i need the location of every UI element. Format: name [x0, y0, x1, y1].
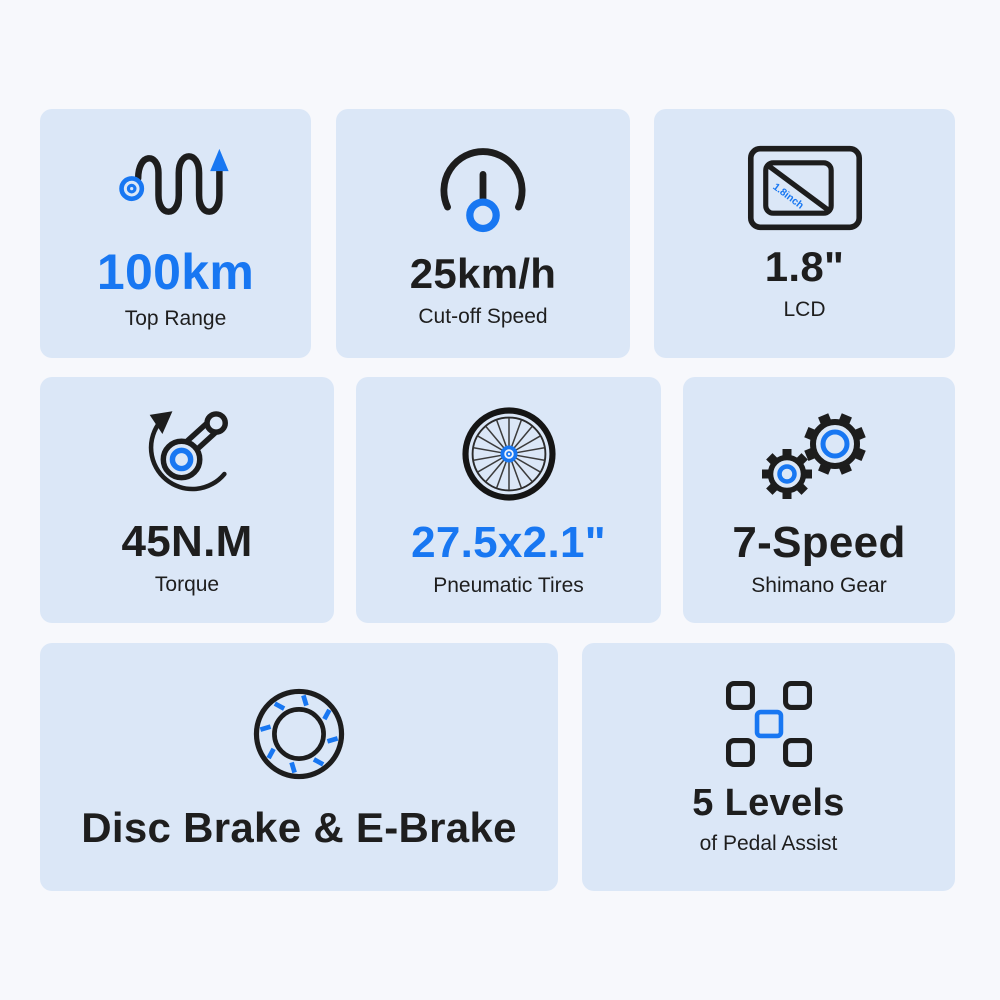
torque-crank-icon [148, 411, 228, 492]
feature-card-pedal-assist: 5 Levels of Pedal Assist [582, 643, 955, 891]
feature-value: 7-Speed [732, 517, 906, 567]
feature-card-lcd: 1.8inch 1.8" LCD [654, 109, 955, 358]
feature-value: Disc Brake & E-Brake [81, 804, 517, 852]
feature-value: 25km/h [409, 250, 557, 298]
feature-value: 45N.M [121, 516, 253, 566]
feature-card-torque: 45N.M Torque [40, 377, 334, 623]
feature-card-top-range: 100km Top Range [40, 109, 311, 358]
speedometer-icon [440, 148, 526, 233]
feature-label: Torque [154, 573, 220, 597]
feature-value: 100km [96, 244, 255, 300]
feature-card-brake: Disc Brake & E-Brake [40, 643, 558, 891]
feature-label: Shimano Gear [751, 574, 887, 598]
feature-value: 27.5x2.1" [411, 517, 606, 567]
feature-card-gear: 7-Speed Shimano Gear [683, 377, 955, 623]
feature-label: Top Range [124, 307, 227, 330]
route-icon [118, 148, 229, 215]
feature-label: Pneumatic Tires [433, 574, 584, 598]
feature-label: of Pedal Assist [699, 831, 838, 855]
feature-label: LCD [783, 297, 826, 321]
feature-card-tires: 27.5x2.1" Pneumatic Tires [356, 377, 661, 623]
lcd-display-icon: 1.8inch [747, 146, 862, 231]
feature-label: Cut-off Speed [418, 304, 548, 328]
feature-card-cutoff-speed: 25km/h Cut-off Speed [336, 109, 630, 358]
spoked-wheel-icon [461, 407, 556, 501]
feature-value: 5 Levels [692, 782, 845, 825]
pedal-assist-grid-icon [725, 681, 812, 768]
feature-value: 1.8" [764, 243, 845, 291]
disc-brake-icon [253, 689, 345, 780]
gears-icon [762, 413, 866, 499]
